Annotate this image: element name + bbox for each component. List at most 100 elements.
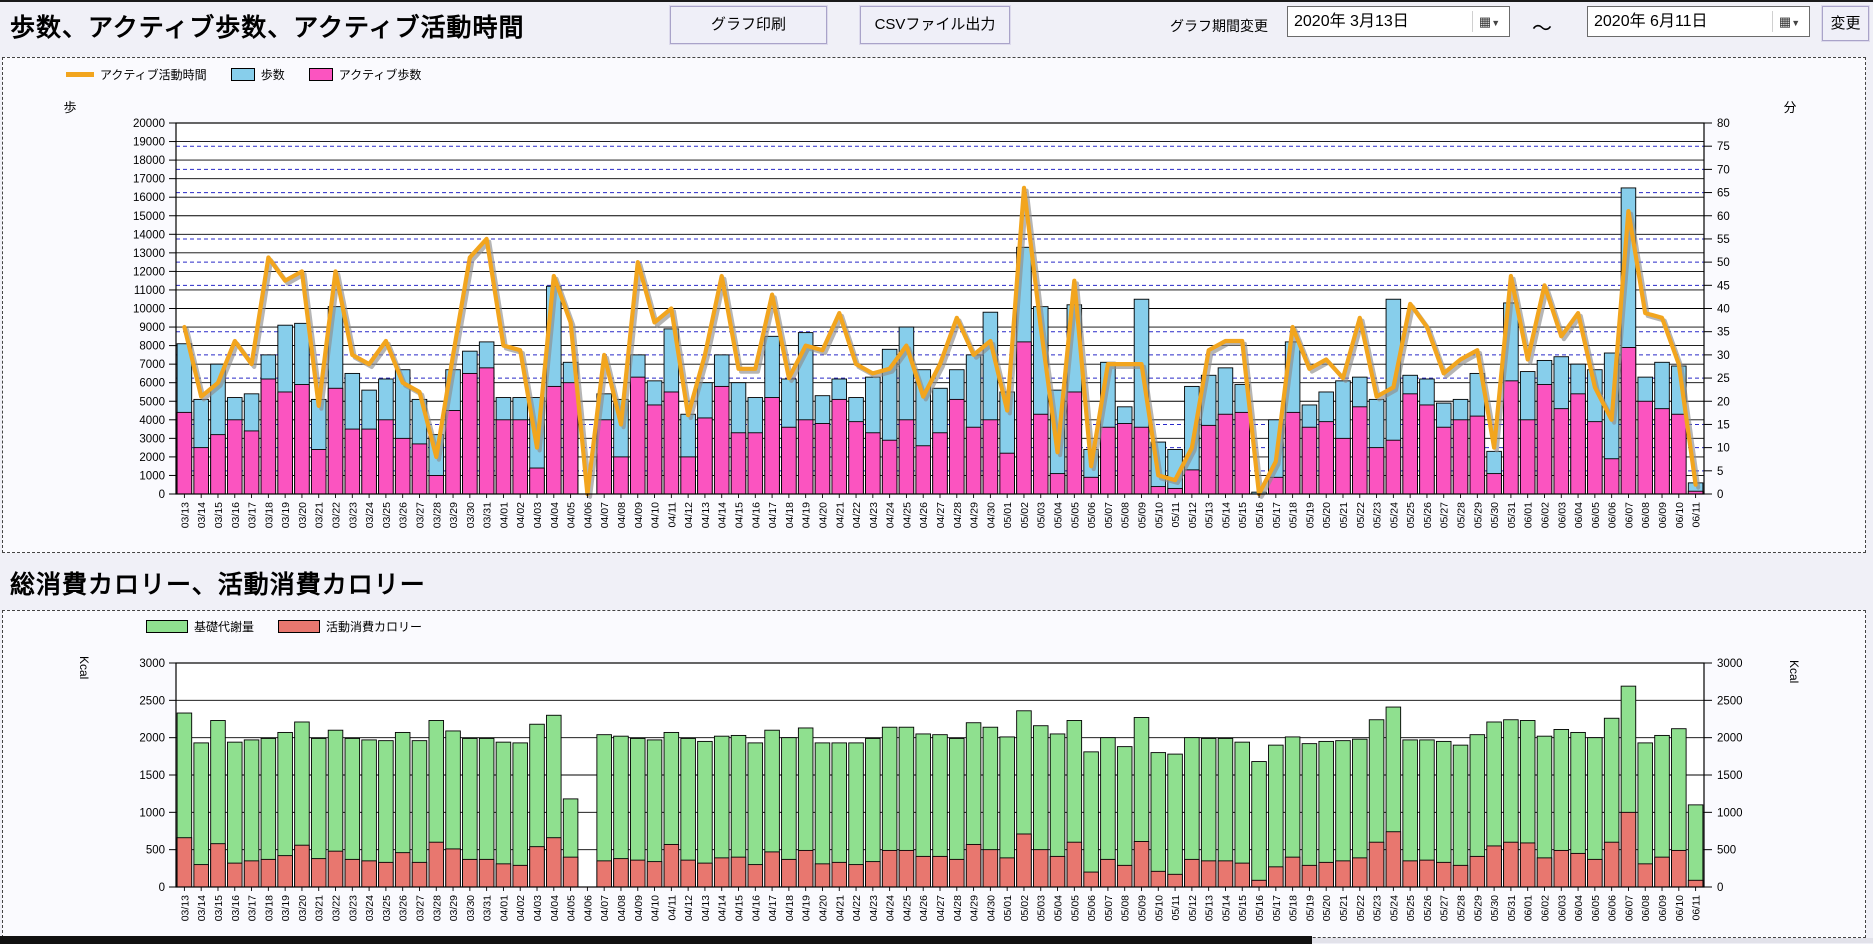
svg-text:04/13: 04/13 — [700, 502, 712, 528]
activity-calories-bar — [394, 852, 411, 888]
activity-calories-bar — [1587, 858, 1603, 888]
svg-text:分: 分 — [1783, 100, 1796, 115]
activity-calories-bar — [1284, 856, 1301, 888]
svg-text:0: 0 — [159, 489, 165, 501]
svg-text:05/04: 05/04 — [1053, 502, 1065, 528]
svg-text:03/24: 03/24 — [364, 502, 376, 528]
svg-text:04/01: 04/01 — [498, 502, 510, 528]
activity-calories-bar — [344, 858, 361, 888]
total-calories-bar — [1268, 744, 1284, 888]
svg-text:50: 50 — [1717, 257, 1730, 269]
svg-text:04/23: 04/23 — [868, 502, 880, 528]
svg-text:06/07: 06/07 — [1623, 895, 1635, 921]
svg-text:03/17: 03/17 — [247, 502, 259, 528]
legend-label: 歩数 — [260, 68, 285, 82]
csv-export-button[interactable]: CSVファイル出力 — [859, 5, 1011, 45]
svg-text:05/03: 05/03 — [1036, 895, 1048, 921]
svg-text:05/28: 05/28 — [1456, 895, 1468, 921]
svg-text:04/10: 04/10 — [650, 502, 662, 528]
date-range-tilde: 〜 — [1532, 18, 1552, 40]
activity-calories-bar — [1687, 879, 1704, 888]
svg-text:17000: 17000 — [133, 174, 165, 186]
svg-text:14000: 14000 — [133, 229, 165, 241]
basal-metabolism-swatch — [146, 620, 188, 633]
calendar-dropdown-icon[interactable]: ▦▼ — [1772, 11, 1806, 32]
svg-text:04/16: 04/16 — [750, 502, 762, 528]
activity-calories-bar — [646, 861, 663, 888]
svg-text:06/01: 06/01 — [1523, 895, 1535, 921]
svg-text:05/31: 05/31 — [1506, 895, 1518, 921]
svg-text:05/13: 05/13 — [1204, 502, 1216, 528]
svg-text:04/21: 04/21 — [834, 502, 846, 528]
svg-text:06/03: 06/03 — [1556, 895, 1568, 921]
svg-text:05/15: 05/15 — [1237, 895, 1249, 921]
svg-text:04/28: 04/28 — [952, 502, 964, 528]
svg-text:05/10: 05/10 — [1153, 502, 1165, 528]
activity-calories-bar — [327, 850, 344, 888]
svg-text:04/04: 04/04 — [549, 502, 561, 528]
calendar-dropdown-icon[interactable]: ▦▼ — [1472, 11, 1506, 32]
svg-text:03/26: 03/26 — [398, 502, 410, 528]
svg-text:05/14: 05/14 — [1220, 502, 1232, 528]
svg-text:10: 10 — [1717, 443, 1730, 455]
date-to-input[interactable]: 2020年 6月11日 ▦▼ — [1587, 6, 1810, 37]
svg-text:15: 15 — [1717, 419, 1730, 431]
activity-calories-bar — [1251, 879, 1267, 888]
activity-calories-bar — [1318, 861, 1334, 888]
activity-calories-bar — [260, 858, 277, 888]
svg-text:11000: 11000 — [134, 285, 165, 297]
svg-text:03/27: 03/27 — [414, 895, 426, 921]
svg-text:05/01: 05/01 — [1002, 502, 1014, 528]
svg-text:04/15: 04/15 — [734, 895, 746, 921]
svg-text:06/04: 06/04 — [1573, 895, 1585, 921]
svg-text:05/31: 05/31 — [1506, 502, 1518, 528]
svg-text:05/19: 05/19 — [1304, 895, 1316, 921]
svg-text:04/30: 04/30 — [985, 502, 997, 528]
svg-text:03/14: 03/14 — [196, 895, 208, 921]
svg-text:04/02: 04/02 — [515, 895, 527, 921]
svg-text:04/27: 04/27 — [935, 895, 947, 921]
svg-text:03/21: 03/21 — [314, 895, 326, 921]
activity-calories-bar — [1335, 860, 1351, 888]
activity-calories-bar — [1116, 864, 1133, 888]
svg-text:04/05: 04/05 — [566, 895, 578, 921]
svg-text:05/30: 05/30 — [1489, 895, 1501, 921]
svg-text:05/11: 05/11 — [1170, 895, 1182, 921]
svg-text:2000: 2000 — [1717, 733, 1743, 745]
svg-text:05/16: 05/16 — [1254, 895, 1266, 921]
svg-text:05/08: 05/08 — [1120, 502, 1132, 528]
svg-text:03/18: 03/18 — [263, 502, 275, 528]
svg-text:05/15: 05/15 — [1237, 502, 1249, 528]
svg-text:04/27: 04/27 — [935, 502, 947, 528]
svg-text:06/10: 06/10 — [1674, 502, 1686, 528]
activity-calories-bar — [1352, 857, 1368, 888]
svg-text:04/11: 04/11 — [666, 895, 678, 921]
activity-calories-bar — [982, 849, 999, 888]
svg-text:06/10: 06/10 — [1674, 895, 1686, 921]
svg-text:03/29: 03/29 — [448, 502, 460, 528]
activity-calories-bar — [1167, 873, 1183, 888]
print-graph-button[interactable]: グラフ印刷 — [669, 5, 828, 45]
activity-calories-bar — [1637, 863, 1653, 888]
svg-text:20: 20 — [1717, 396, 1730, 408]
svg-text:70: 70 — [1717, 164, 1730, 176]
active-minutes-line — [182, 185, 1698, 497]
svg-text:0: 0 — [1717, 489, 1723, 501]
activity-calories-bar — [613, 858, 629, 888]
calories-chart-legend: 基礎代謝量 活動消費カロリー — [146, 618, 446, 635]
activity-calories-bar — [831, 861, 847, 888]
date-from-input[interactable]: 2020年 3月13日 ▦▼ — [1287, 6, 1510, 37]
activity-calories-bar — [445, 848, 461, 888]
activity-calories-bar — [310, 858, 327, 888]
activity-calories-bar — [1519, 842, 1536, 888]
svg-text:04/28: 04/28 — [952, 895, 964, 921]
activity-calories-bar — [915, 855, 931, 888]
svg-text:06/04: 06/04 — [1573, 502, 1585, 528]
svg-text:04/09: 04/09 — [633, 895, 645, 921]
horizontal-scrollbar-thumb[interactable] — [0, 936, 1312, 944]
svg-text:12000: 12000 — [133, 266, 165, 278]
horizontal-scrollbar-track[interactable] — [1312, 938, 1873, 943]
page-title: 歩数、アクティブ歩数、アクティブ活動時間 — [10, 14, 525, 42]
change-period-button[interactable]: 変更 — [1821, 5, 1870, 42]
svg-text:06/07: 06/07 — [1623, 502, 1635, 528]
